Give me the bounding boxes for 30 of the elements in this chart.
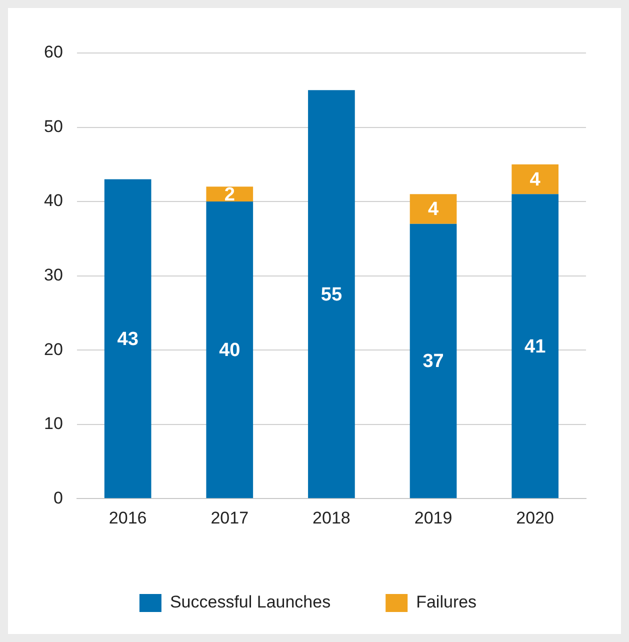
data-label: 4 [428,199,439,220]
y-tick-label: 30 [44,265,63,284]
y-tick-label: 0 [53,488,63,508]
bar [206,202,254,498]
bar [512,164,559,194]
data-label: 37 [422,351,444,372]
x-tick-label: 2019 [414,508,452,528]
data-label: 55 [320,284,342,306]
data-label: 43 [117,328,138,350]
y-tick-label: 60 [44,42,63,62]
data-label: 41 [524,336,546,358]
y-tick-label: 10 [44,414,63,434]
bar [410,194,457,224]
data-label: 40 [219,340,240,362]
bar [512,194,559,498]
bar [206,186,254,202]
legend-label: Failures [416,592,477,612]
data-label: 2 [224,184,235,206]
y-tick-label: 20 [44,340,63,359]
x-tick-label: 2020 [516,508,554,528]
bar [410,224,457,498]
legend-label: Successful Launches [170,592,331,612]
bar [308,90,355,498]
y-tick-label: 50 [44,116,63,136]
x-tick-label: 2016 [108,508,147,528]
data-label: 4 [530,169,541,190]
x-tick-label: 2018 [312,508,350,528]
bar [104,179,152,498]
x-tick-label: 2017 [210,508,249,528]
y-tick-label: 40 [44,191,63,210]
